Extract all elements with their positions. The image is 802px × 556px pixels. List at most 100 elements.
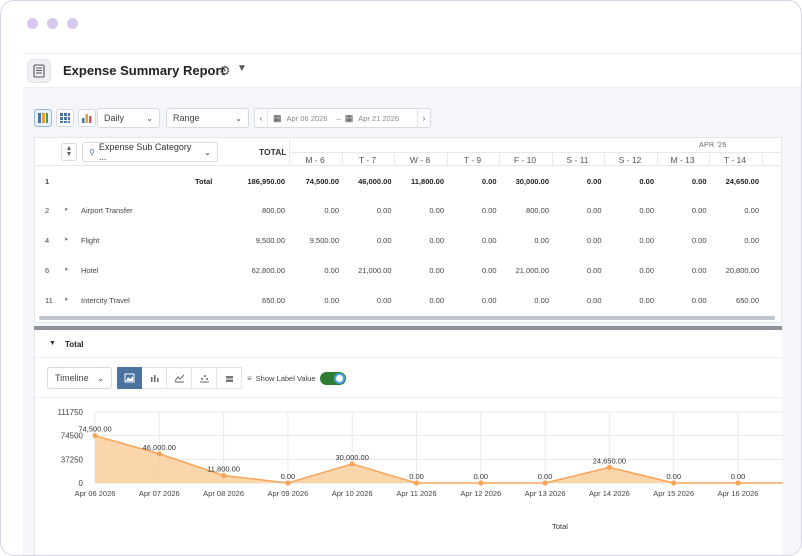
- day-column-header[interactable]: F - 10: [513, 155, 537, 165]
- show-label-toggle[interactable]: [319, 372, 346, 385]
- value-cell: 0.00: [691, 177, 707, 186]
- value-cell: 0.00: [586, 236, 602, 245]
- data-point: [606, 464, 613, 470]
- toggle-knob: [333, 373, 345, 384]
- view-toolbar: [34, 107, 96, 129]
- scatter-chart-button[interactable]: [192, 367, 217, 389]
- gear-icon[interactable]: ⚙: [219, 63, 231, 78]
- data-point: [735, 480, 741, 486]
- area-fill: [95, 435, 783, 483]
- data-label: 0.00: [281, 472, 296, 481]
- expand-row-icon[interactable]: ▸: [65, 236, 69, 243]
- date-to[interactable]: Apr 21 2026: [358, 113, 400, 123]
- chevron-down-icon: ⌄: [235, 113, 242, 123]
- stacked-chart-icon: [225, 376, 233, 382]
- value-cell: 0.00: [639, 236, 654, 245]
- day-column-header[interactable]: W - 8: [409, 155, 431, 165]
- value-cell: 650.00: [736, 296, 759, 305]
- window-dot-icon[interactable]: [67, 18, 78, 29]
- data-point: [349, 461, 355, 467]
- range-mode-select[interactable]: Range ⌄: [166, 108, 249, 128]
- chevron-down-icon[interactable]: ▼: [237, 63, 247, 74]
- granularity-select[interactable]: Daily ⌄: [97, 108, 160, 128]
- calendar-icon[interactable]: ▦: [344, 112, 354, 123]
- window-dot-icon[interactable]: [27, 18, 38, 29]
- range-mode-value: Range: [173, 113, 200, 123]
- value-cell: 0.00: [481, 236, 497, 245]
- calendar-icon[interactable]: ▦: [273, 112, 282, 123]
- chart-pane-title: Total: [65, 340, 84, 349]
- data-point: [156, 451, 162, 457]
- chart-mode-select[interactable]: Timeline ⌄: [47, 367, 112, 389]
- pane-resize-handle[interactable]: [34, 326, 782, 330]
- pivot-view-button[interactable]: [34, 109, 52, 127]
- chevron-down-icon: ⌄: [146, 113, 153, 123]
- value-cell: 11,800.00: [411, 177, 444, 186]
- row-number: 1: [45, 177, 50, 186]
- bar-chart-button[interactable]: [142, 367, 167, 389]
- data-point: [478, 480, 484, 486]
- chart-view-button[interactable]: [78, 109, 96, 127]
- value-cell: 0.00: [534, 236, 549, 245]
- value-cell: 74,500.00: [305, 177, 339, 186]
- row-number: 11: [45, 296, 53, 305]
- value-cell: 21,000.00: [515, 266, 549, 275]
- row-label: Total: [195, 177, 213, 186]
- row-total-cell: 800.00: [262, 206, 285, 215]
- day-column-header[interactable]: M - 13: [670, 155, 695, 165]
- sort-toggle-button[interactable]: ▲ ▼: [61, 143, 77, 161]
- chart-type-buttons: [117, 367, 242, 389]
- month-header: APR '26: [699, 142, 727, 149]
- horizontal-scrollbar[interactable]: [39, 316, 775, 320]
- data-label: 11,800.00: [207, 465, 240, 474]
- dimension-label: Expense Sub Category ...: [98, 142, 192, 162]
- x-tick-label: Apr 12 2026: [460, 489, 501, 498]
- data-label: 0.00: [538, 472, 553, 481]
- window-controls: [27, 18, 78, 29]
- data-point: [542, 480, 548, 486]
- data-label: 0.00: [731, 472, 746, 481]
- value-cell: 21,000.00: [358, 266, 392, 275]
- value-cell: 0.00: [586, 296, 602, 305]
- header-divider: [289, 152, 781, 153]
- day-column-header[interactable]: T - 14: [723, 155, 747, 165]
- day-column-header[interactable]: S - 11: [566, 155, 589, 165]
- day-column-header[interactable]: W: [762, 155, 782, 165]
- value-cell: 0.00: [376, 296, 392, 305]
- window-dot-icon[interactable]: [47, 18, 58, 29]
- collapse-icon[interactable]: ▼: [49, 340, 56, 347]
- expand-row-icon[interactable]: ▸: [65, 266, 69, 273]
- day-column-header[interactable]: M - 6: [305, 155, 325, 165]
- dimension-selector[interactable]: ⚲ Expense Sub Category ... ⌄: [82, 142, 218, 162]
- bar-chart-icon: [82, 114, 92, 123]
- next-range-button[interactable]: ›: [417, 109, 430, 127]
- day-column-header[interactable]: T - 9: [463, 155, 482, 165]
- prev-range-button[interactable]: ‹: [255, 109, 268, 127]
- value-cell: 0.00: [376, 206, 392, 215]
- x-tick-label: Apr 07 2026: [139, 489, 180, 498]
- row-label: Airport Transfer: [81, 206, 133, 215]
- row-total-cell: 9,500.00: [255, 236, 285, 245]
- day-column-header[interactable]: T - 7: [358, 155, 377, 165]
- expand-row-icon[interactable]: ▸: [65, 206, 69, 213]
- row-total-cell: 62,800.00: [251, 266, 285, 275]
- line-chart-button[interactable]: [167, 367, 192, 389]
- grid-view-button[interactable]: [56, 109, 74, 127]
- value-cell: 0.00: [324, 206, 339, 215]
- list-icon: ≡: [247, 374, 252, 383]
- expand-row-icon[interactable]: ▸: [65, 296, 69, 303]
- value-cell: 9,500.00: [309, 236, 339, 245]
- column-divider: [604, 153, 605, 166]
- date-from[interactable]: Apr 06 2026: [286, 113, 328, 123]
- column-divider: [394, 153, 395, 166]
- stacked-chart-button[interactable]: [217, 367, 242, 389]
- day-column-header[interactable]: S - 12: [618, 155, 642, 165]
- value-cell: 0.00: [481, 266, 497, 275]
- x-tick-label: Apr 13 2026: [525, 489, 566, 498]
- area-chart-button[interactable]: [117, 367, 142, 389]
- show-label-text: Show Label Value: [255, 374, 316, 383]
- value-cell: 0.00: [586, 206, 602, 215]
- value-cell: 0.00: [691, 236, 707, 245]
- series-line: [94, 434, 783, 484]
- chevron-down-icon: ⌄: [97, 373, 104, 383]
